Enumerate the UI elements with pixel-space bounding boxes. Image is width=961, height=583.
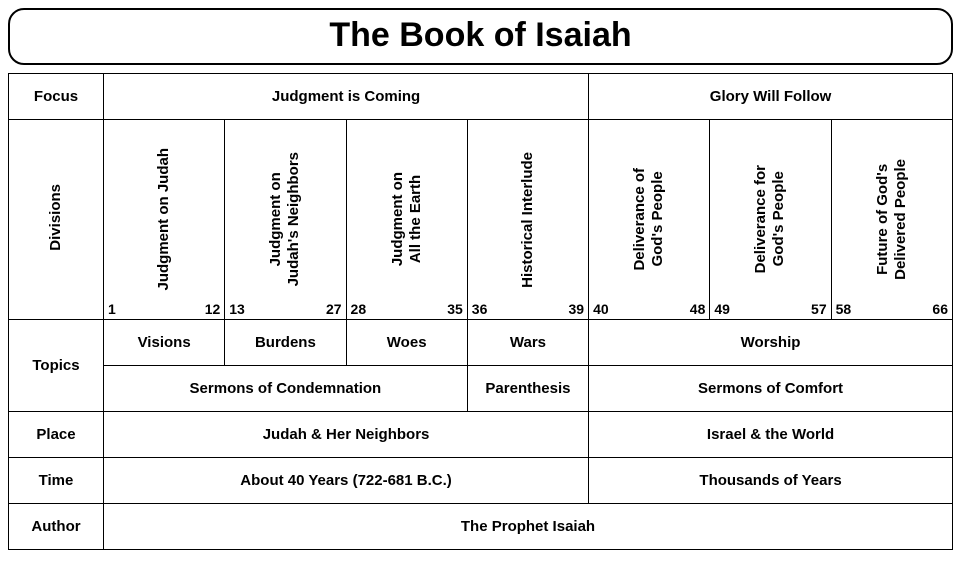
place-right: Israel & the World: [589, 412, 953, 458]
division-3-end: 39: [569, 301, 585, 317]
division-5-label: Deliverance forGod's People: [752, 165, 788, 273]
topic-parenthesis: Parenthesis: [467, 366, 588, 412]
time-right: Thousands of Years: [589, 458, 953, 504]
division-4-label: Deliverance ofGod's People: [631, 168, 667, 271]
division-3-start: 36: [472, 301, 488, 317]
topic-worship: Worship: [589, 320, 953, 366]
division-4: Deliverance ofGod's People 40 48: [589, 120, 710, 320]
topic-comfort: Sermons of Comfort: [589, 366, 953, 412]
division-0-start: 1: [108, 301, 116, 317]
label-place: Place: [9, 412, 104, 458]
topic-condemnation: Sermons of Condemnation: [104, 366, 468, 412]
division-2-end: 35: [447, 301, 463, 317]
focus-left: Judgment is Coming: [104, 74, 589, 120]
label-time: Time: [9, 458, 104, 504]
division-2-start: 28: [351, 301, 367, 317]
label-author: Author: [9, 504, 104, 550]
isaiah-table: Focus Judgment is Coming Glory Will Foll…: [8, 73, 953, 550]
place-left: Judah & Her Neighbors: [104, 412, 589, 458]
topic-wars: Wars: [467, 320, 588, 366]
focus-right: Glory Will Follow: [589, 74, 953, 120]
time-left: About 40 Years (722-681 B.C.): [104, 458, 589, 504]
division-0: Judgment on Judah 1 12: [104, 120, 225, 320]
division-0-label: Judgment on Judah: [155, 148, 173, 291]
topic-woes: Woes: [346, 320, 467, 366]
division-1-end: 27: [326, 301, 342, 317]
topic-visions: Visions: [104, 320, 225, 366]
division-0-end: 12: [205, 301, 221, 317]
label-focus: Focus: [9, 74, 104, 120]
division-2-label: Judgment onAll the Earth: [389, 172, 425, 266]
division-1-start: 13: [229, 301, 245, 317]
division-6-label: Future of God'sDelivered People: [874, 159, 910, 280]
division-5: Deliverance forGod's People 49 57: [710, 120, 831, 320]
division-6-start: 58: [836, 301, 852, 317]
topic-burdens: Burdens: [225, 320, 346, 366]
label-divisions: Divisions: [9, 120, 104, 320]
division-6: Future of God'sDelivered People 58 66: [831, 120, 952, 320]
division-4-start: 40: [593, 301, 609, 317]
label-divisions-text: Divisions: [47, 184, 65, 251]
division-5-start: 49: [714, 301, 730, 317]
division-2: Judgment onAll the Earth 28 35: [346, 120, 467, 320]
author-value: The Prophet Isaiah: [104, 504, 953, 550]
division-6-end: 66: [932, 301, 948, 317]
division-1-label: Judgment onJudah's Neighbors: [267, 152, 303, 286]
division-3-label: Historical Interlude: [519, 152, 537, 288]
division-5-end: 57: [811, 301, 827, 317]
division-4-end: 48: [690, 301, 706, 317]
division-1: Judgment onJudah's Neighbors 13 27: [225, 120, 346, 320]
page-title: The Book of Isaiah: [8, 8, 953, 65]
label-topics: Topics: [9, 320, 104, 412]
division-3: Historical Interlude 36 39: [467, 120, 588, 320]
